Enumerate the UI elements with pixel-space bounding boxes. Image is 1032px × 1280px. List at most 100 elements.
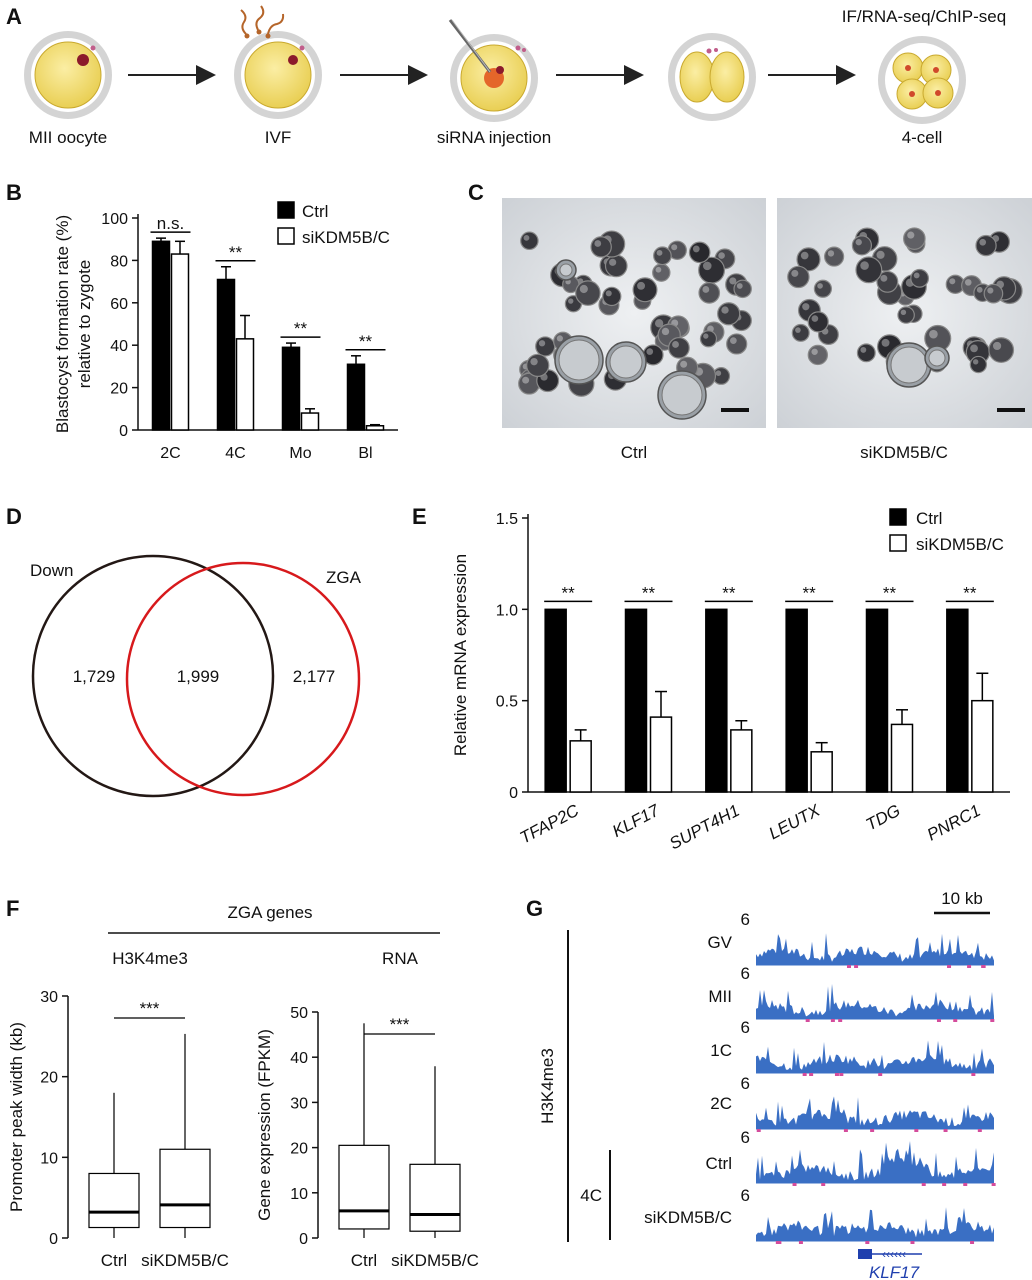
box bbox=[409, 1163, 461, 1232]
negative-signal bbox=[971, 1073, 976, 1076]
track-max-label: 6 bbox=[741, 1186, 750, 1205]
group-label-h3k4me3: H3K4me3 bbox=[538, 1048, 557, 1124]
venn-circle-zga bbox=[125, 561, 361, 797]
negative-signal bbox=[865, 1241, 870, 1244]
significance-label: ** bbox=[359, 332, 373, 351]
signal-track bbox=[756, 933, 994, 965]
embryo-highlight bbox=[987, 287, 994, 294]
bar-ctrl bbox=[785, 608, 808, 793]
y-tick-label: 0 bbox=[119, 423, 128, 440]
embryo bbox=[726, 333, 748, 355]
bar-ctrl bbox=[705, 608, 728, 793]
negative-signal bbox=[798, 1241, 803, 1244]
signal-track bbox=[756, 1141, 994, 1183]
embryo bbox=[969, 355, 988, 374]
embryo bbox=[602, 286, 622, 307]
significance-label: ** bbox=[642, 583, 656, 602]
embryo-highlight bbox=[605, 290, 612, 297]
track-label: 2C bbox=[710, 1094, 732, 1113]
embryo bbox=[807, 344, 829, 366]
negative-signal bbox=[914, 1129, 919, 1132]
embryo bbox=[787, 265, 810, 289]
assay-label: IF/RNA-seq/ChIP-seq bbox=[842, 7, 1006, 26]
embryo bbox=[520, 231, 539, 251]
negative-signal bbox=[981, 965, 986, 968]
y-tick-label: 0 bbox=[509, 785, 518, 802]
embryo-highlight bbox=[929, 329, 938, 339]
legend-swatch bbox=[277, 201, 295, 219]
track-label: GV bbox=[707, 933, 732, 952]
bar-ctrl bbox=[216, 278, 236, 431]
negative-signal bbox=[970, 1241, 975, 1244]
embryo bbox=[717, 302, 741, 326]
negative-signal bbox=[834, 1073, 839, 1076]
embryo bbox=[632, 277, 658, 303]
negative-signal bbox=[802, 1073, 807, 1076]
embryo bbox=[910, 268, 930, 288]
significance-label: ** bbox=[229, 243, 243, 262]
significance-label: *** bbox=[140, 999, 160, 1018]
bar-ctrl bbox=[946, 608, 969, 793]
embryo-highlight bbox=[979, 238, 987, 246]
panel-e: E 0 0.5 1.0 1.5 ** TFAP2C ** KLF17 ** SUPT4H1 ** LE… bbox=[412, 504, 1010, 853]
embryo-highlight bbox=[661, 327, 670, 336]
bar-ctrl bbox=[346, 363, 366, 431]
embryo-highlight bbox=[530, 357, 538, 366]
y-tick-label: 20 bbox=[110, 381, 128, 398]
y-tick-label: 1.0 bbox=[496, 602, 518, 619]
panel-c: C Ctrl siKDM5B/C bbox=[468, 180, 1032, 462]
bar-sikdm5bc bbox=[730, 729, 753, 793]
negative-signal bbox=[910, 1241, 915, 1244]
x-tick-label: LEUTX bbox=[766, 800, 824, 843]
y-axis-label: Gene expression (FPKM) bbox=[255, 1029, 274, 1221]
y-tick-label: 0 bbox=[49, 1231, 58, 1248]
bar-sikdm5bc bbox=[300, 412, 320, 431]
legend-label: Ctrl bbox=[302, 202, 328, 221]
negative-signal bbox=[821, 1183, 826, 1186]
negative-signal bbox=[830, 1019, 835, 1022]
embryo-highlight bbox=[972, 359, 979, 365]
embryo bbox=[699, 330, 718, 348]
embryo-highlight bbox=[860, 346, 867, 353]
y-tick-label: 50 bbox=[290, 1005, 308, 1022]
bar-sikdm5bc bbox=[365, 425, 385, 431]
venn-count-zga-only: 2,177 bbox=[293, 667, 336, 686]
legend-swatch bbox=[889, 508, 907, 526]
stage-label-sirna-injection: siRNA injection bbox=[437, 128, 551, 147]
embryo bbox=[733, 279, 752, 299]
x-tick-label: Bl bbox=[358, 445, 372, 462]
x-tick-label: KLF17 bbox=[609, 801, 663, 842]
negative-signal bbox=[943, 1129, 948, 1132]
panel-g: G H3K4me3 4C 10 kb 6 GV 6 MII 6 1C 6 2C 6 Ctrl 6 si… bbox=[526, 889, 996, 1280]
blastocyst-bar-chart: 0 20 40 60 80 100 2C n.s. 4C ** Mo ** Bl ** Blastocyst… bbox=[53, 201, 398, 462]
stage-four-cell-illustration bbox=[878, 36, 966, 124]
venn-count-overlap: 1,999 bbox=[177, 667, 220, 686]
panel-d: D Down ZGA 1,729 1,999 2,177 bbox=[6, 504, 362, 798]
blastocyst-cavity bbox=[559, 263, 573, 277]
stage-label-four-cell: 4-cell bbox=[902, 128, 943, 147]
embryo-highlight bbox=[680, 360, 688, 368]
scale-bar-label: 10 kb bbox=[941, 889, 983, 908]
embryo bbox=[807, 311, 829, 333]
negative-signal bbox=[838, 1019, 843, 1022]
embryo-highlight bbox=[827, 250, 835, 257]
negative-signal bbox=[775, 1241, 780, 1244]
embryo-highlight bbox=[800, 251, 809, 260]
embryo-highlight bbox=[721, 306, 729, 314]
negative-signal bbox=[953, 1019, 958, 1022]
bar-ctrl bbox=[865, 608, 889, 793]
legend-label: siKDM5B/C bbox=[302, 228, 390, 247]
track-label: siKDM5B/C bbox=[644, 1208, 732, 1227]
negative-signal bbox=[878, 1073, 883, 1076]
embryo bbox=[698, 282, 721, 304]
negative-signal bbox=[809, 1073, 814, 1076]
x-tick-label: Mo bbox=[289, 445, 311, 462]
stage-ivf-illustration bbox=[234, 5, 322, 119]
stage-sirna-injection-illustration bbox=[448, 19, 538, 122]
embryo bbox=[535, 336, 556, 357]
negative-signal bbox=[947, 965, 952, 968]
x-tick-label: siKDM5B/C bbox=[391, 1251, 479, 1270]
embryo-highlight bbox=[881, 338, 890, 347]
x-tick-label: PNRC1 bbox=[924, 801, 984, 845]
